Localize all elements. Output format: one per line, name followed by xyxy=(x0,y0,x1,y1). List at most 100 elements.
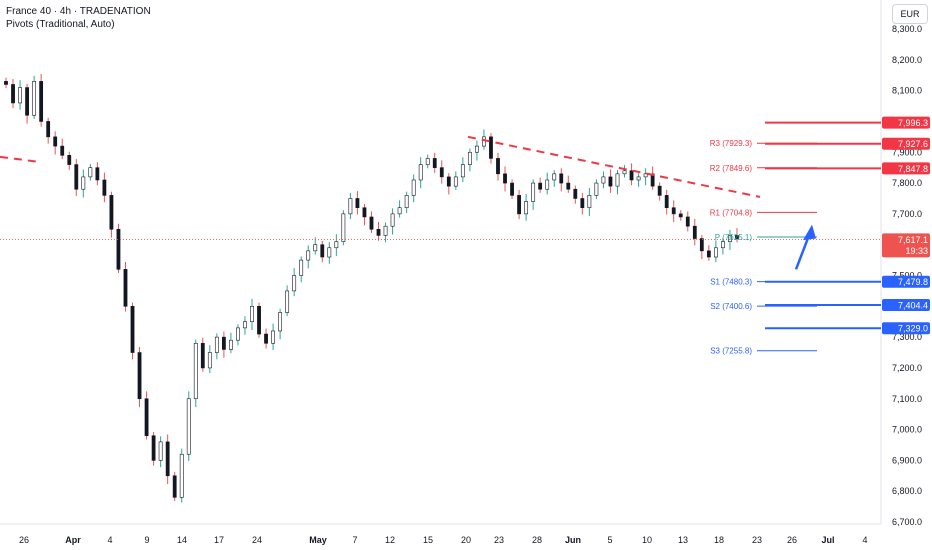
candle-body xyxy=(728,235,732,242)
x-tick-label: 12 xyxy=(385,535,395,545)
candle-body xyxy=(432,158,437,168)
candle-body xyxy=(53,136,58,147)
candle-body xyxy=(214,336,219,353)
candle-body xyxy=(172,475,177,498)
candle-body xyxy=(657,185,662,196)
time-axis[interactable]: 26 Apr 4 9 14 17 24 May 7 12 15 20 23 28 Jun 5 10 13 18 23 2… xyxy=(19,535,868,545)
y-tick-label: 8,200.0 xyxy=(892,55,922,65)
candle-body xyxy=(313,244,318,252)
y-tick-label: 8,300.0 xyxy=(892,24,922,34)
candle-body xyxy=(285,290,290,313)
candle-body xyxy=(11,84,15,104)
x-tick-label: 17 xyxy=(214,535,224,545)
candle-body xyxy=(685,216,690,227)
candle-body xyxy=(243,321,247,329)
candle-body xyxy=(327,247,332,258)
x-tick-label: 26 xyxy=(19,535,29,545)
x-tick-label: 13 xyxy=(678,535,688,545)
candle-body xyxy=(306,250,311,261)
candle-body xyxy=(713,247,718,258)
candle-body xyxy=(193,342,198,400)
y-tick-label: 7,100.0 xyxy=(892,394,922,404)
candle-body xyxy=(678,213,683,218)
candle-body xyxy=(257,306,261,335)
x-tick-label: 23 xyxy=(752,535,762,545)
candle-body xyxy=(348,198,353,215)
candle-body xyxy=(165,441,170,477)
candle-body xyxy=(404,195,409,209)
x-tick-label: 15 xyxy=(423,535,433,545)
indicator-legend[interactable]: Pivots (Traditional, Auto) xyxy=(6,19,115,30)
y-tick-label: 7,300.0 xyxy=(892,332,922,342)
x-tick-label: 4 xyxy=(862,535,867,545)
candle-body xyxy=(158,441,163,461)
symbol-title[interactable]: France 40 · 4h · TRADENATION xyxy=(6,6,151,17)
x-tick-label: May xyxy=(309,535,327,545)
candle-body xyxy=(250,306,254,323)
x-tick-label: Apr xyxy=(65,535,81,545)
candle-body xyxy=(137,352,142,400)
y-tick-label: 6,900.0 xyxy=(892,455,922,465)
x-tick-label: 5 xyxy=(607,535,612,545)
x-tick-label: 28 xyxy=(532,535,542,545)
candle-body xyxy=(636,176,641,181)
x-tick-label: 24 xyxy=(252,535,262,545)
projection-arrow-shaft xyxy=(794,234,811,270)
candle-body xyxy=(320,244,325,258)
candle-body xyxy=(552,173,557,181)
candle-body xyxy=(503,173,507,184)
candle-body xyxy=(207,352,212,369)
candle-body xyxy=(25,87,29,116)
y-tick-label: 7,500.0 xyxy=(892,271,922,281)
x-tick-label: 9 xyxy=(144,535,149,545)
currency-button[interactable]: EUR xyxy=(892,4,928,24)
price-tag-label: 7,329.0 xyxy=(898,324,928,334)
price-tag-bg xyxy=(882,162,930,175)
chart-overlays: R3 (7929.3) R2 (7849.6) R1 (7704.8) P (7625… xyxy=(0,121,881,356)
candle-body xyxy=(271,330,275,344)
candle-body xyxy=(489,136,493,159)
candle-body xyxy=(144,398,149,437)
candle-body xyxy=(88,167,93,178)
candle-body xyxy=(594,182,599,196)
candle-body xyxy=(446,176,451,187)
candle-body xyxy=(151,435,156,461)
candle-body xyxy=(39,81,44,122)
descending-trendline xyxy=(467,135,761,198)
candle-body xyxy=(538,182,543,190)
price-tag-bg xyxy=(882,116,930,129)
x-tick-label: Jul xyxy=(821,535,834,545)
pivot-level-label: R3 (7929.3) xyxy=(710,139,753,148)
candle-body xyxy=(615,173,620,187)
candle-body xyxy=(334,241,339,249)
candle-body xyxy=(671,207,676,215)
current-price-label: 7,617.1 xyxy=(898,235,928,245)
candle-body xyxy=(475,145,479,153)
candle-body xyxy=(587,195,592,209)
candle-body xyxy=(341,213,346,242)
x-tick-label: 10 xyxy=(642,535,652,545)
price-tag-label: 7,996.3 xyxy=(898,118,928,128)
candle-body xyxy=(179,453,184,498)
price-tag-label: 7,847.8 xyxy=(898,164,928,174)
candle-body xyxy=(355,198,360,209)
candle-body xyxy=(545,179,550,190)
left-resistance-segment xyxy=(0,155,37,163)
pivot-level-label: S2 (7400.6) xyxy=(710,302,752,311)
pivot-level-label: S3 (7255.8) xyxy=(710,347,752,356)
candlestick-series xyxy=(4,73,739,503)
x-tick-label: 7 xyxy=(352,535,357,545)
candle-body xyxy=(510,182,514,196)
candle-body xyxy=(81,176,86,190)
candle-body xyxy=(236,327,240,341)
candle-body xyxy=(566,182,571,190)
candle-body xyxy=(531,182,536,202)
candle-body xyxy=(390,213,395,227)
candle-body xyxy=(278,312,283,332)
candle-body xyxy=(629,170,634,181)
candle-body xyxy=(608,176,613,187)
y-tick-label: 8,100.0 xyxy=(892,86,922,96)
y-tick-label: 6,800.0 xyxy=(892,486,922,496)
candle-body xyxy=(299,259,304,276)
